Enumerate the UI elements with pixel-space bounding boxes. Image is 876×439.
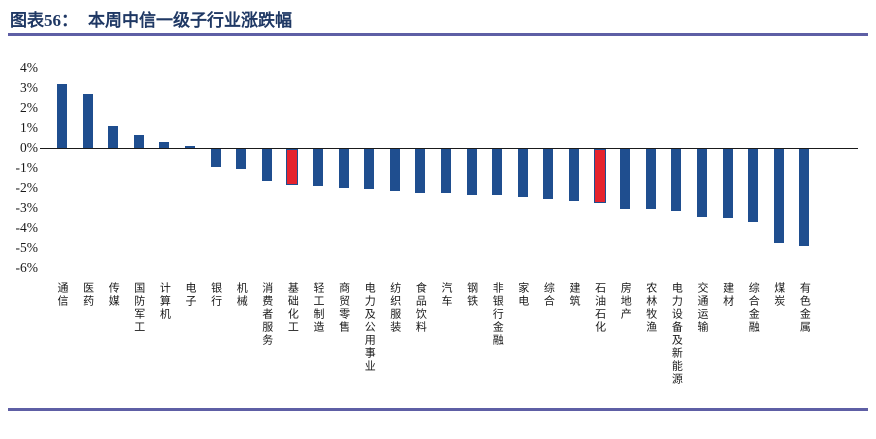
bar bbox=[236, 149, 247, 169]
bar bbox=[492, 149, 503, 195]
bar bbox=[593, 149, 606, 203]
top-divider bbox=[8, 33, 868, 36]
figure-title: 本周中信一级子行业涨跌幅 bbox=[88, 11, 292, 30]
category-label: 银行 bbox=[209, 282, 222, 308]
bar bbox=[722, 149, 733, 218]
category-label: 建筑 bbox=[568, 282, 580, 308]
y-tick-label: -5% bbox=[15, 240, 39, 255]
bar bbox=[645, 149, 656, 209]
category-label: 农林牧渔 bbox=[644, 282, 657, 334]
y-tick-label: 4% bbox=[20, 60, 38, 75]
category-label: 基础化工 bbox=[286, 282, 299, 334]
y-tick-label: 0% bbox=[20, 140, 38, 155]
bar bbox=[773, 149, 784, 243]
category-label: 石油石化 bbox=[593, 282, 606, 334]
category-label: 国防军工 bbox=[132, 282, 145, 334]
category-label: 通信 bbox=[56, 282, 68, 308]
bar bbox=[799, 149, 810, 246]
bar bbox=[441, 149, 451, 193]
bar bbox=[517, 149, 528, 197]
category-label: 有色金属 bbox=[798, 282, 811, 334]
bar bbox=[185, 146, 195, 148]
bar bbox=[286, 149, 299, 185]
bar bbox=[313, 149, 323, 186]
bar bbox=[57, 84, 67, 148]
y-tick-label: -3% bbox=[15, 200, 39, 215]
bar bbox=[159, 142, 170, 148]
category-label: 建材 bbox=[721, 282, 734, 308]
y-tick-label: -4% bbox=[15, 220, 39, 235]
bar bbox=[569, 149, 579, 201]
category-label: 综合金融 bbox=[747, 282, 760, 334]
category-label: 电子 bbox=[184, 282, 196, 308]
bottom-divider bbox=[8, 408, 868, 411]
category-label: 交通运输 bbox=[696, 282, 708, 334]
y-tick-label: -1% bbox=[15, 160, 39, 175]
category-label: 医药 bbox=[81, 282, 94, 308]
y-tick-label: 2% bbox=[20, 100, 38, 115]
bar bbox=[133, 135, 144, 148]
category-label: 食品饮料 bbox=[414, 282, 427, 334]
y-tick-label: -2% bbox=[15, 180, 39, 195]
bar bbox=[82, 94, 93, 148]
category-label: 纺织服装 bbox=[388, 282, 401, 334]
category-label: 商贸零售 bbox=[337, 282, 350, 334]
category-label: 轻工制造 bbox=[312, 282, 324, 334]
bar bbox=[543, 149, 554, 199]
category-label: 机械 bbox=[235, 282, 248, 308]
figure-title-row: 图表56： 本周中信一级子行业涨跌幅 bbox=[10, 6, 292, 31]
y-tick-label: 1% bbox=[20, 120, 38, 135]
bar bbox=[389, 149, 400, 191]
category-label: 电力及公用事业 bbox=[363, 282, 376, 373]
y-tick-label: -6% bbox=[15, 260, 39, 275]
bar bbox=[210, 149, 221, 167]
bar bbox=[620, 149, 631, 209]
bar bbox=[108, 126, 119, 148]
bar bbox=[671, 149, 682, 211]
category-label: 计算机 bbox=[158, 282, 171, 321]
bar-chart: 4% 3% 2% 1% 0% -1% -2% -3% -4% -5% -6% 通信 医药 传媒 国防军工 计算… bbox=[0, 40, 876, 405]
bar bbox=[748, 149, 759, 222]
category-label: 钢铁 bbox=[465, 282, 478, 308]
bar bbox=[261, 149, 272, 181]
bar bbox=[364, 149, 375, 189]
category-label: 综合 bbox=[542, 282, 555, 308]
bar bbox=[415, 149, 426, 193]
x-axis-line bbox=[40, 148, 858, 149]
category-label: 消费者服务 bbox=[260, 282, 273, 347]
figure-number-label: 图表56： bbox=[10, 11, 78, 30]
category-label: 房地产 bbox=[619, 282, 632, 321]
bar bbox=[338, 149, 349, 188]
category-label: 传媒 bbox=[107, 282, 120, 308]
category-label: 家电 bbox=[516, 282, 529, 308]
category-label: 汽车 bbox=[440, 282, 452, 308]
category-label: 非银行金融 bbox=[491, 282, 504, 347]
category-label: 煤炭 bbox=[772, 282, 785, 308]
bar bbox=[697, 149, 707, 217]
bar bbox=[466, 149, 477, 195]
y-tick-label: 3% bbox=[20, 80, 38, 95]
category-label: 电力设备及新能源 bbox=[670, 282, 683, 386]
